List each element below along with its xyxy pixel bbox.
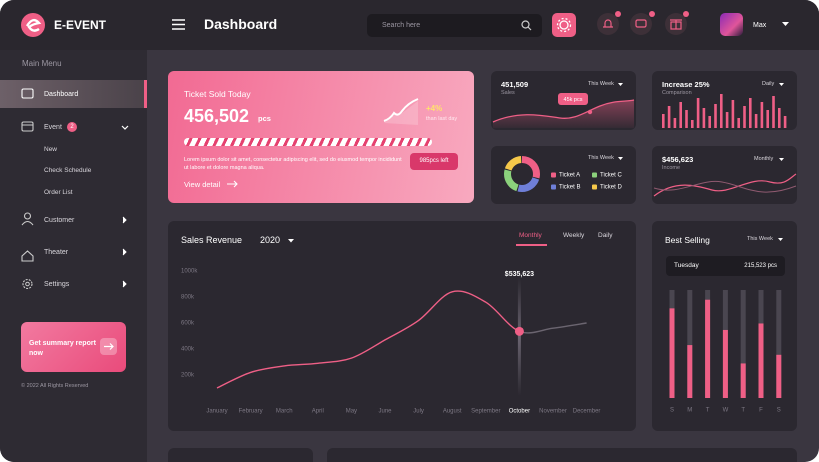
sidebar-icons — [21, 88, 129, 290]
caret — [618, 83, 623, 86]
tab[interactable]: Weekly — [563, 232, 585, 239]
tab[interactable]: Daily — [598, 232, 613, 239]
promo-text: Get summary report now — [29, 340, 96, 357]
change-note: than last day — [426, 116, 458, 122]
ticket-title: Ticket Sold Today — [184, 89, 251, 99]
nav-item[interactable]: Settings — [44, 281, 70, 288]
period-select[interactable]: This Week — [588, 81, 614, 87]
event-badge: 2 — [67, 122, 77, 132]
bottom-card — [168, 448, 313, 462]
logo — [21, 13, 45, 37]
income-card: $456,623 Income Monthly — [652, 146, 797, 204]
best-selling-card: Best Selling This Week Tuesday 215,523 p… — [652, 221, 797, 431]
tab[interactable]: Monthly — [519, 232, 542, 239]
caret — [778, 238, 783, 241]
sales-revenue-card: Sales Revenue 2020 Monthly Weekly Daily — [168, 221, 636, 431]
income-value: $456,623 — [662, 155, 694, 164]
avatar[interactable] — [720, 13, 743, 36]
nav-subitem[interactable]: New — [44, 146, 58, 153]
period-select[interactable]: This Week — [588, 155, 614, 161]
settings-button[interactable] — [552, 13, 576, 37]
promo-button[interactable] — [100, 338, 117, 355]
highlight-value: 215,523 pcs — [744, 263, 777, 269]
user-name[interactable]: Max — [753, 22, 767, 29]
copyright: © 2022 All Rights Reserved — [21, 383, 89, 389]
view-detail[interactable]: View detail — [184, 180, 221, 189]
nav-subitem[interactable]: Order List — [44, 189, 73, 196]
change: +4% — [426, 104, 443, 113]
bottom-card — [327, 448, 797, 462]
remaining-pill: 985pcs left — [410, 153, 458, 170]
sales-value: 451,509 — [501, 80, 529, 89]
page-title: Dashboard — [204, 16, 278, 32]
tab-underline — [516, 244, 547, 246]
income-label: Income — [662, 165, 681, 171]
user-caret[interactable] — [782, 22, 789, 27]
ticket-description: Lorem ipsum dolor sit amet, consectetur … — [184, 157, 402, 172]
best-selling-title: Best Selling — [665, 235, 710, 245]
ticket-value: 456,502 — [184, 106, 250, 126]
revenue-title: Sales Revenue — [181, 235, 243, 245]
highlight-day: Tuesday — [674, 262, 699, 269]
sales-label: Sales — [501, 90, 515, 96]
active-item-bg — [0, 80, 147, 108]
search-placeholder: Search here — [382, 22, 421, 29]
period-select[interactable]: This Week — [747, 236, 773, 242]
ticket-card: Ticket Sold Today 456,502 pcs +4% than l… — [168, 71, 474, 203]
notification-icons[interactable] — [596, 9, 696, 39]
increase-label: Comparison — [662, 90, 692, 96]
brand: E-EVENT — [54, 18, 107, 32]
sales-card: 451,509 Sales This Week — [491, 71, 636, 130]
remaining: 985pcs left — [419, 158, 449, 164]
year-select[interactable]: 2020 — [260, 235, 281, 245]
arrow-icon — [104, 343, 114, 350]
sidebar-heading: Main Menu — [22, 59, 62, 68]
nav-subitem[interactable]: Check Schedule — [44, 167, 92, 174]
increase-title: Increase 25% — [662, 80, 710, 89]
trend-icon — [383, 98, 419, 125]
ticket-unit: pcs — [258, 114, 271, 123]
highlight-box: Tuesday 215,523 pcs — [666, 256, 785, 276]
period-select[interactable]: Daily — [762, 81, 775, 87]
sidebar — [0, 50, 147, 462]
nav-item[interactable]: Dashboard — [44, 91, 79, 98]
nav-item[interactable]: Event — [44, 124, 62, 131]
menu-toggle[interactable] — [172, 19, 185, 30]
search-icon — [521, 20, 532, 31]
search-box[interactable]: Search here — [367, 14, 542, 37]
period-select[interactable]: Monthly — [754, 156, 774, 162]
arrow-icon — [227, 180, 238, 188]
caret — [288, 239, 294, 243]
ticket-share-card: This Week — [491, 146, 636, 204]
nav-item[interactable]: Customer — [44, 217, 75, 224]
caret — [779, 158, 784, 161]
caret — [779, 83, 784, 86]
progress-bar — [184, 138, 432, 146]
caret — [618, 157, 623, 160]
active-indicator — [144, 80, 147, 108]
nav-item[interactable]: Theater — [44, 249, 69, 256]
increase-card: Increase 25% Comparison Daily — [652, 71, 797, 130]
promo-card[interactable]: Get summary report now — [21, 322, 126, 372]
gear-icon — [556, 17, 572, 33]
